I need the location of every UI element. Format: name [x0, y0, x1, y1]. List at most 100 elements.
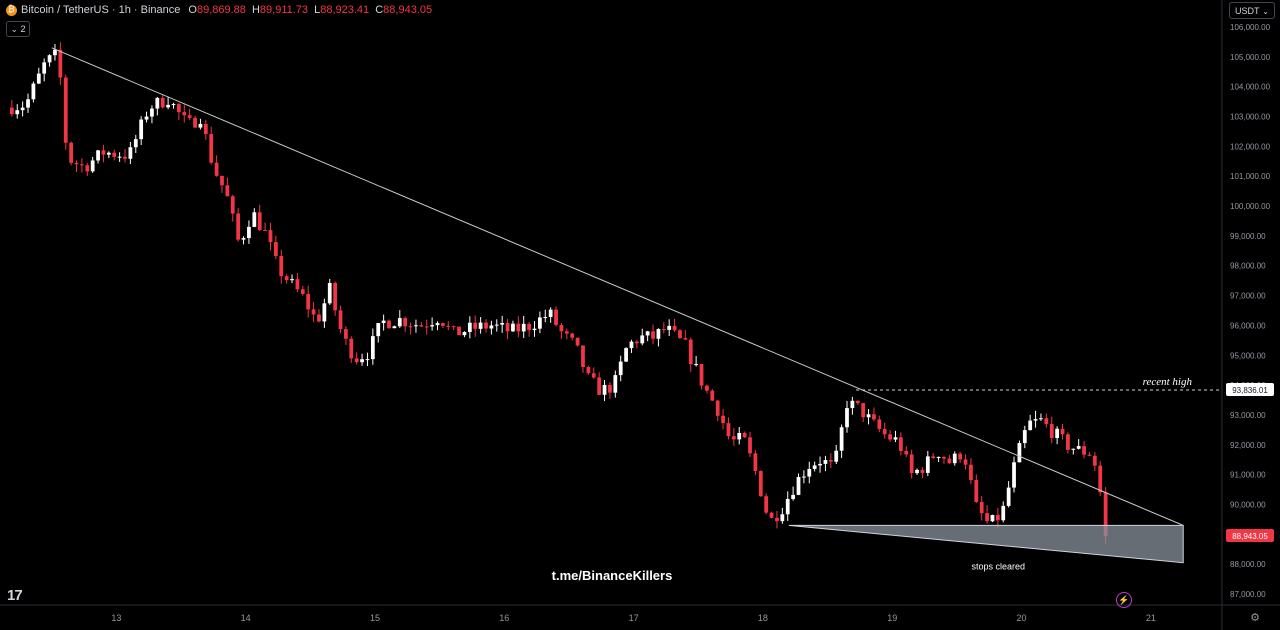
- candle-body: [279, 255, 284, 277]
- candle-body: [995, 515, 1000, 521]
- candle-body: [117, 156, 122, 158]
- candle-body: [823, 460, 828, 464]
- candle-body: [888, 434, 892, 440]
- candle-body: [947, 458, 952, 464]
- candle-body: [106, 152, 111, 155]
- candle-body: [69, 142, 74, 163]
- high-value: 89,911.73: [259, 4, 309, 16]
- open-label: O: [188, 4, 197, 16]
- stops-cleared-label: stops cleared: [972, 562, 1026, 572]
- price-tick-label: 102,000.00: [1230, 142, 1271, 151]
- candle-body: [31, 83, 36, 100]
- time-tick-label: 19: [887, 613, 897, 623]
- candle-body: [451, 326, 456, 328]
- candle-body: [979, 502, 984, 514]
- candle-body: [586, 367, 591, 374]
- current-price-label: 88,943.05: [1232, 532, 1268, 541]
- candle-body: [1087, 454, 1092, 456]
- candle-body: [855, 400, 860, 404]
- symbol-title[interactable]: Bitcoin / TetherUS · 1h · Binance: [21, 4, 181, 16]
- candle-body: [963, 459, 968, 465]
- ohlc-legend: O89,869.88 H89,911.73 L88,923.41 C88,943…: [188, 4, 435, 16]
- recent-high-price-tag: [1226, 383, 1274, 397]
- candle-body: [230, 196, 235, 214]
- candle-body: [769, 512, 774, 518]
- candle-body: [834, 450, 839, 462]
- tradingview-logo-icon[interactable]: 17: [7, 587, 23, 604]
- candle-body: [80, 164, 84, 166]
- candle-body: [47, 55, 52, 63]
- candle-body: [640, 335, 645, 344]
- candle-body: [1049, 423, 1054, 439]
- candle-body: [220, 175, 224, 186]
- candle-body: [705, 385, 709, 391]
- candle-body: [133, 139, 138, 148]
- candle-body: [828, 460, 833, 462]
- indicators-collapse-button[interactable]: ⌄ 2: [6, 21, 30, 37]
- candle-body: [505, 323, 510, 332]
- close-label: C: [375, 4, 384, 16]
- time-tick-label: 15: [370, 613, 380, 623]
- candle-body: [96, 150, 100, 161]
- candle-body: [26, 99, 30, 108]
- candle-body: [613, 375, 618, 393]
- candle-body: [990, 515, 995, 522]
- candle-body: [985, 513, 989, 522]
- candle-body: [1039, 418, 1043, 420]
- time-tick-label: 14: [241, 613, 251, 623]
- candle-body: [171, 104, 176, 106]
- candle-body: [403, 318, 408, 327]
- candle-body: [898, 437, 903, 451]
- price-tick-label: 98,000.00: [1230, 262, 1266, 271]
- candle-body: [435, 323, 440, 326]
- lightning-icon[interactable]: ⚡: [1116, 592, 1132, 608]
- candle-body: [441, 323, 445, 326]
- candle-body: [387, 320, 391, 329]
- currency-select[interactable]: USDT ⌄: [1229, 2, 1275, 19]
- candle-body: [893, 437, 898, 440]
- candle-body: [42, 62, 47, 74]
- candle-body: [931, 456, 936, 459]
- candle-body: [63, 77, 68, 143]
- candle-body: [295, 279, 300, 290]
- candle-body: [446, 325, 451, 327]
- price-tick-label: 90,000.00: [1230, 501, 1266, 510]
- candle-body: [651, 331, 655, 339]
- candle-body: [952, 453, 957, 464]
- candle-body: [629, 341, 634, 349]
- candle-body: [414, 325, 418, 327]
- candle-body: [1012, 462, 1016, 488]
- candle-body: [203, 123, 208, 135]
- candle-body: [376, 323, 381, 337]
- watermark: t.me/BinanceKillers: [552, 568, 673, 583]
- candle-body: [58, 49, 63, 78]
- candle-body: [176, 104, 181, 113]
- candle-body: [1066, 434, 1070, 450]
- candle-body: [182, 112, 187, 116]
- candle-body: [457, 326, 461, 336]
- candle-body: [866, 414, 871, 418]
- recent-high-price: 93,836.01: [1232, 386, 1268, 395]
- open-value: 89,869.88: [196, 4, 246, 16]
- candle-body: [166, 104, 170, 108]
- candle-body: [484, 322, 488, 329]
- candle-body: [284, 276, 289, 281]
- low-label: L: [314, 4, 321, 16]
- chevron-down-icon: ⌄: [1262, 7, 1269, 16]
- candle-body: [327, 282, 332, 304]
- candle-body: [521, 323, 526, 332]
- candle-body: [904, 450, 909, 455]
- candle-body: [608, 384, 612, 393]
- settings-icon[interactable]: ⚙: [1250, 612, 1260, 624]
- candle-body: [802, 476, 806, 478]
- candle-body: [1082, 446, 1086, 455]
- candle-body: [688, 339, 693, 365]
- candle-body: [839, 427, 844, 451]
- candle-body: [408, 326, 413, 328]
- candle-body: [333, 282, 338, 311]
- candle-body: [775, 517, 779, 522]
- low-value: 88,923.41: [320, 4, 370, 16]
- candle-body: [882, 428, 887, 435]
- candle-body: [974, 480, 979, 503]
